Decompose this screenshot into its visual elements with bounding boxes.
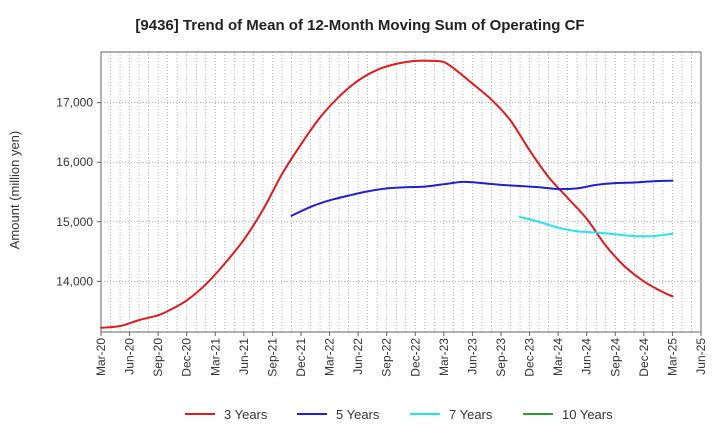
x-tick-label: Mar-22	[323, 338, 337, 376]
x-tick-label: Sep-20	[151, 338, 165, 377]
x-tick-label: Dec-23	[523, 338, 537, 377]
x-tick-label: Jun-24	[580, 338, 594, 375]
grid-lines	[101, 52, 701, 332]
x-axis-ticks: Mar-20 Jun-20 Sep-20 Dec-20 Mar-21 Jun-21 Sep-…	[94, 332, 708, 377]
plot-border	[100, 51, 702, 333]
x-tick-label: Jun-21	[237, 338, 251, 375]
x-tick-label: Mar-20	[94, 338, 108, 376]
x-tick-label: Sep-21	[265, 338, 279, 377]
legend-label-7-years: 7 Years	[449, 407, 493, 422]
y-tick-label: 17,000	[56, 96, 93, 110]
series-line-5-years	[290, 179, 674, 217]
y-tick-label: 16,000	[56, 155, 93, 169]
legend-label-3-years: 3 Years	[224, 407, 268, 422]
x-tick-label: Mar-21	[208, 338, 222, 376]
x-tick-label: Mar-24	[551, 338, 565, 376]
x-tick-label: Jun-23	[465, 338, 479, 375]
series-line-7-years	[519, 216, 674, 238]
x-tick-label: Jun-25	[694, 338, 708, 375]
x-tick-label: Dec-22	[408, 338, 422, 377]
x-tick-label: Dec-21	[294, 338, 308, 377]
x-tick-label: Dec-20	[180, 338, 194, 377]
x-tick-label: Mar-23	[437, 338, 451, 376]
x-tick-label: Jun-20	[123, 338, 137, 375]
series-lines	[100, 59, 674, 329]
y-tick-label: 15,000	[56, 215, 93, 229]
series-line-3-years	[100, 59, 674, 329]
x-tick-label: Sep-24	[608, 338, 622, 377]
chart-title: [9436] Trend of Mean of 12-Month Moving …	[135, 17, 584, 34]
x-tick-label: Sep-22	[380, 338, 394, 377]
y-axis-label: Amount (million yen)	[7, 131, 22, 250]
x-tick-label: Jun-22	[351, 338, 365, 375]
y-axis-ticks: 14,000 15,000 16,000 17,000	[56, 96, 101, 288]
plot-area	[100, 51, 702, 333]
x-tick-label: Mar-25	[665, 338, 679, 376]
legend-label-10-years: 10 Years	[562, 407, 613, 422]
x-tick-label: Sep-23	[494, 338, 508, 377]
legend-label-5-years: 5 Years	[336, 407, 380, 422]
y-tick-label: 14,000	[56, 274, 93, 288]
legend: 3 Years 5 Years 7 Years 10 Years	[185, 407, 613, 422]
x-tick-label: Dec-24	[637, 338, 651, 377]
